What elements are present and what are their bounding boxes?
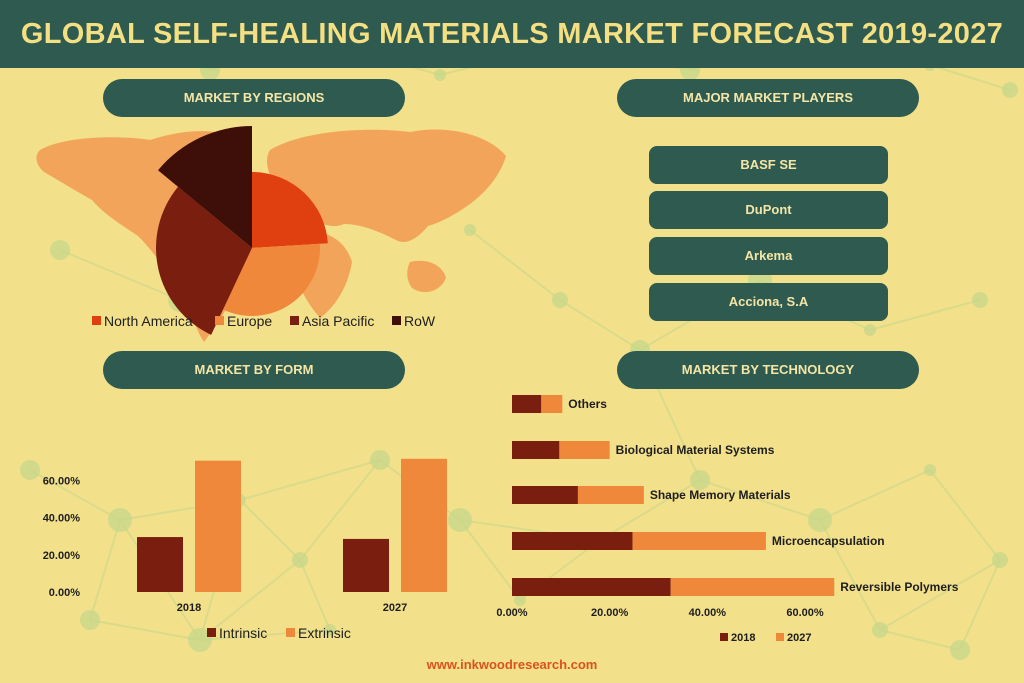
pie-legend-label-north-america: North America bbox=[104, 313, 193, 329]
pie-legend-swatch-asia-pacific bbox=[290, 316, 299, 325]
player-basf: BASF SE bbox=[649, 146, 888, 184]
footer-url[interactable]: www.inkwoodresearch.com bbox=[426, 657, 598, 672]
tech-bar-2027-shape-memory-materials bbox=[577, 486, 644, 504]
pie-legend-swatch-europe bbox=[215, 316, 224, 325]
form-legend-swatch-extrinsic bbox=[286, 628, 295, 637]
tech-category-label-reversible-polymers: Reversible Polymers bbox=[840, 580, 958, 594]
pie-slice-north-america bbox=[252, 172, 328, 248]
tech-category-label-others: Others bbox=[568, 397, 607, 411]
form-ytick-label: 60.00% bbox=[43, 475, 81, 487]
tech-category-label-microencapsulation: Microencapsulation bbox=[772, 534, 885, 548]
tech-bar-2027-others bbox=[541, 395, 563, 413]
pie-slice-europe bbox=[223, 243, 321, 317]
tech-bar-2018-reversible-polymers bbox=[512, 578, 671, 596]
player-acciona: Acciona, S.A bbox=[649, 283, 888, 321]
pie-legend-label-europe: Europe bbox=[227, 313, 272, 329]
form-ytick-label: 0.00% bbox=[49, 587, 80, 599]
tech-legend-swatch-2018 bbox=[720, 633, 728, 641]
tech-bar-2018-others bbox=[512, 395, 542, 413]
tech-legend-swatch-2027 bbox=[776, 633, 784, 641]
page-title: GLOBAL SELF-HEALING MATERIALS MARKET FOR… bbox=[20, 18, 1004, 50]
tech-bar-2018-microencapsulation bbox=[512, 532, 633, 550]
player-dupont: DuPont bbox=[649, 191, 888, 229]
tech-bar-2027-microencapsulation bbox=[632, 532, 766, 550]
tech-bar-2027-reversible-polymers bbox=[670, 578, 835, 596]
map-eurasia bbox=[267, 129, 506, 243]
tech-xtick-label: 60.00% bbox=[786, 607, 824, 619]
pie-legend-label-row: RoW bbox=[404, 313, 436, 329]
pie-slice-asia-pacific bbox=[156, 186, 252, 335]
form-ytick-label: 20.00% bbox=[43, 550, 81, 562]
tech-bar-2027-biological-material-systems bbox=[559, 441, 610, 459]
form-legend-swatch-intrinsic bbox=[207, 628, 216, 637]
form-bar-intrinsic-2027 bbox=[343, 538, 389, 592]
form-bar-intrinsic-2018 bbox=[137, 537, 183, 592]
tech-legend-label-2018: 2018 bbox=[731, 632, 755, 644]
tech-xtick-label: 20.00% bbox=[591, 607, 629, 619]
form-bar-extrinsic-2018 bbox=[195, 460, 241, 592]
tech-xtick-label: 40.00% bbox=[689, 607, 727, 619]
form-xtick-label: 2027 bbox=[383, 602, 407, 614]
form-xtick-label: 2018 bbox=[177, 602, 201, 614]
tech-legend-label-2027: 2027 bbox=[787, 632, 811, 644]
map-australia bbox=[407, 260, 446, 293]
pie-legend-swatch-row bbox=[392, 316, 401, 325]
tech-bar-2018-shape-memory-materials bbox=[512, 486, 578, 504]
form-legend-label-extrinsic: Extrinsic bbox=[298, 625, 351, 641]
tech-category-label-shape-memory-materials: Shape Memory Materials bbox=[650, 488, 791, 502]
pie-legend-label-asia-pacific: Asia Pacific bbox=[302, 313, 374, 329]
section-form-header: MARKET BY FORM bbox=[103, 351, 405, 389]
pie-legend-swatch-north-america bbox=[92, 316, 101, 325]
section-technology-header: MARKET BY TECHNOLOGY bbox=[617, 351, 919, 389]
player-arkema: Arkema bbox=[649, 237, 888, 275]
section-players-header: MAJOR MARKET PLAYERS bbox=[617, 79, 919, 117]
form-legend-label-intrinsic: Intrinsic bbox=[219, 625, 267, 641]
tech-bar-2018-biological-material-systems bbox=[512, 441, 560, 459]
tech-xtick-label: 0.00% bbox=[496, 607, 527, 619]
form-bar-extrinsic-2027 bbox=[401, 458, 447, 592]
pie-slice-row bbox=[158, 125, 252, 248]
form-ytick-label: 40.00% bbox=[43, 513, 81, 525]
section-regions-header: MARKET BY REGIONS bbox=[103, 79, 405, 117]
tech-category-label-biological-material-systems: Biological Material Systems bbox=[616, 443, 775, 457]
title-banner: GLOBAL SELF-HEALING MATERIALS MARKET FOR… bbox=[0, 0, 1024, 68]
